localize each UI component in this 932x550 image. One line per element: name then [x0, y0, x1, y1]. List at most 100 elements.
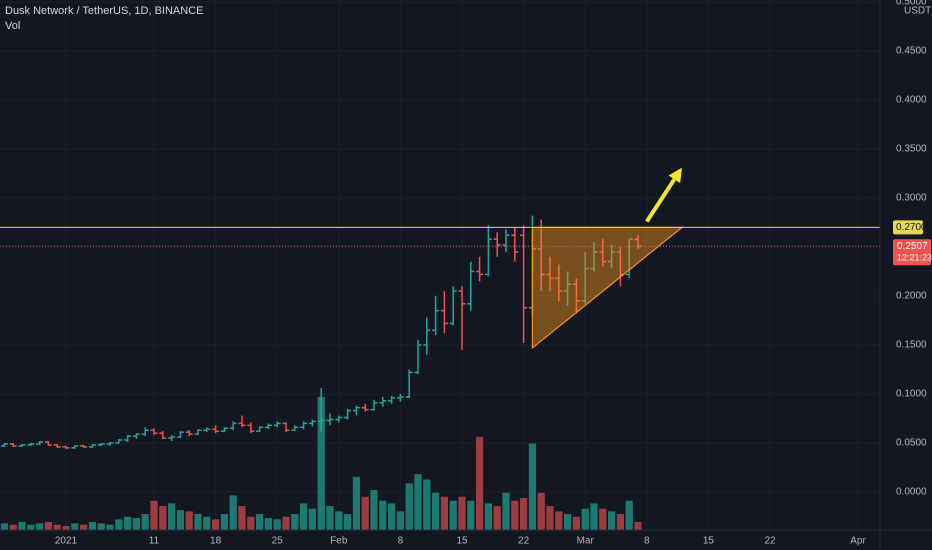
volume-bar — [124, 516, 132, 530]
last-price-box — [893, 239, 931, 266]
volume-bar — [599, 508, 607, 530]
volume-bar — [282, 516, 290, 530]
countdown: 12:21:23 — [897, 253, 932, 263]
volume-bar — [634, 522, 642, 530]
y-tick-label: 0.4500 — [896, 46, 927, 57]
x-tick-label: 15 — [456, 536, 468, 547]
volume-label: Vol — [5, 20, 20, 32]
volume-bar — [476, 436, 484, 530]
volume-bar — [590, 503, 598, 530]
volume-bar — [423, 479, 431, 530]
volume-bar — [520, 498, 528, 530]
volume-bar — [458, 496, 466, 530]
volume-bar — [247, 516, 255, 530]
x-tick-label: 8 — [398, 536, 404, 547]
x-tick-label: 15 — [703, 536, 715, 547]
volume-bar — [317, 397, 325, 530]
volume-bar — [493, 506, 501, 530]
volume-bar — [36, 523, 44, 530]
volume-bar — [396, 511, 404, 530]
volume-bar — [484, 503, 492, 530]
volume-bar — [326, 506, 334, 530]
y-tick-label: 0.1500 — [896, 340, 927, 351]
volume-bar — [27, 524, 35, 530]
volume-bar — [106, 524, 114, 530]
volume-bar — [159, 506, 167, 530]
volume-bar — [511, 500, 519, 530]
volume-bar — [115, 519, 123, 530]
y-tick-label: 0.3000 — [896, 193, 927, 204]
volume-bar — [546, 506, 554, 530]
y-tick-label: 0.5000 — [896, 0, 927, 8]
volume-bar — [97, 523, 105, 530]
volume-bar — [132, 518, 140, 530]
volume-bar — [238, 506, 246, 530]
volume-bar — [352, 476, 360, 530]
level-label-box — [893, 220, 923, 235]
volume-bar — [502, 492, 510, 530]
volume-bar — [608, 511, 616, 530]
x-tick-label: 25 — [272, 536, 284, 547]
y-tick-label: 0.0000 — [896, 487, 927, 498]
volume-bar — [335, 511, 343, 530]
volume-bar — [18, 522, 26, 530]
y-tick-label: 0.1000 — [896, 389, 927, 400]
volume-bar — [300, 503, 308, 530]
volume-bar — [361, 496, 369, 530]
labels: 0.00000.05000.10000.15000.20000.25000.30… — [55, 0, 932, 547]
volume-bar — [432, 492, 440, 530]
level-label: 0.2700 — [896, 222, 927, 233]
y-tick-label: 0.4000 — [896, 95, 927, 106]
volume-bar — [229, 495, 237, 530]
volume-bar — [185, 511, 193, 530]
volume-bar — [344, 514, 352, 530]
volume-bar — [150, 500, 158, 530]
x-tick-label: 22 — [764, 536, 776, 547]
volume-bar — [572, 516, 580, 530]
volume-bar — [581, 508, 589, 530]
volume-bar — [44, 522, 52, 530]
volume-bar — [414, 474, 422, 530]
volume-bar — [168, 503, 176, 530]
volume-bar — [256, 514, 264, 530]
arrow-shaft — [645, 178, 677, 223]
volume-bar — [537, 492, 545, 530]
x-tick-label: 18 — [210, 536, 222, 547]
volume-bar — [440, 496, 448, 530]
x-tick-label: 2021 — [55, 536, 78, 547]
volume-bar — [625, 500, 633, 530]
volume-bar — [555, 511, 563, 530]
volume-bar — [379, 500, 387, 530]
volume-bar — [273, 519, 281, 530]
x-tick-label: Apr — [850, 536, 866, 547]
y-unit: USDT — [904, 6, 931, 17]
volume-bar — [467, 500, 475, 530]
volume-bar — [212, 519, 220, 530]
x-tick-label: Feb — [330, 536, 348, 547]
volume-bar — [220, 514, 228, 530]
x-tick-label: 11 — [149, 536, 160, 547]
volume-bar — [71, 523, 79, 530]
volume-bar — [616, 514, 624, 530]
volume-bar — [203, 516, 211, 530]
x-tick-label: Mar — [577, 536, 595, 547]
volume-bar — [291, 514, 299, 530]
volume-bar — [449, 500, 457, 530]
volume-bar — [308, 508, 316, 530]
plot — [0, 167, 880, 530]
x-tick-label: 8 — [644, 536, 650, 547]
volume-bar — [388, 503, 396, 530]
volume-bar — [405, 483, 413, 530]
volume-bar — [370, 490, 378, 530]
volume-bar — [176, 510, 184, 530]
volume-bar — [62, 526, 70, 530]
volume-bar — [264, 518, 272, 530]
volume-bar — [80, 524, 88, 530]
arrow-head — [668, 167, 682, 184]
volume-bar — [564, 514, 572, 530]
volume-bar — [0, 523, 8, 530]
volume-bar — [194, 514, 202, 530]
